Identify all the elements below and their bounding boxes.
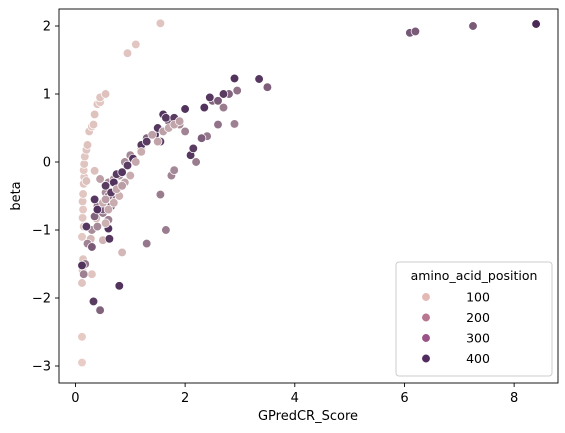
data-point [100, 194, 111, 205]
data-point [95, 305, 105, 315]
data-point [136, 147, 146, 157]
data-point [196, 133, 207, 143]
legend-label: 400 [466, 351, 490, 366]
legend-label: 300 [466, 331, 490, 346]
data-point [188, 143, 198, 154]
data-point [77, 332, 87, 342]
data-point [213, 119, 223, 130]
x-tick-label: 8 [510, 391, 518, 406]
data-point [410, 26, 421, 37]
data-point [161, 225, 171, 235]
y-tick-label: 0 [43, 156, 51, 171]
plot-frame [58, 8, 559, 384]
y-tick-label: 2 [43, 20, 51, 35]
data-point [218, 102, 229, 113]
data-point [92, 204, 103, 215]
data-point [191, 157, 201, 167]
legend-marker [421, 333, 431, 343]
data-point [117, 181, 127, 191]
data-point [89, 166, 100, 176]
data-point [205, 92, 215, 103]
data-point [125, 170, 135, 181]
data-point [77, 278, 87, 288]
data-point [109, 198, 119, 208]
x-axis-ticks: 0 2 4 6 8 [71, 383, 518, 406]
data-point [77, 357, 87, 368]
data-point [81, 176, 92, 186]
data-point [87, 242, 97, 252]
y-tick-label: −3 [32, 360, 51, 375]
data-point [100, 89, 111, 99]
data-point [100, 218, 111, 228]
x-tick-label: 0 [71, 391, 79, 406]
data-point [213, 96, 223, 106]
data-point [87, 269, 97, 279]
data-point [232, 85, 242, 96]
data-point [153, 136, 163, 147]
data-point [89, 194, 100, 205]
x-tick-label: 2 [181, 391, 189, 406]
data-point [169, 165, 179, 175]
data-point [78, 189, 88, 199]
x-tick-label: 4 [291, 391, 299, 406]
points-layer [77, 18, 541, 368]
data-point [82, 140, 93, 150]
data-point [180, 126, 190, 137]
data-point [147, 130, 157, 140]
data-point [95, 174, 105, 184]
x-tick-label: 6 [400, 391, 408, 406]
data-point [531, 19, 541, 29]
data-point [89, 109, 100, 120]
data-point [117, 167, 127, 177]
legend-label: 200 [466, 310, 490, 325]
data-point [114, 281, 124, 291]
data-point [92, 221, 103, 232]
legend-label: 100 [466, 290, 490, 305]
data-point [88, 296, 99, 307]
data-point [229, 73, 240, 84]
x-axis-label: GPredCR_Score [258, 409, 358, 424]
data-point [77, 232, 87, 242]
legend: amino_acid_position 100 200 300 400 [395, 261, 553, 377]
legend-frame [395, 261, 553, 377]
data-point [78, 204, 88, 215]
data-point [79, 269, 89, 279]
data-point [122, 48, 133, 58]
data-point [88, 119, 99, 130]
data-point [100, 181, 111, 191]
data-point [161, 113, 171, 123]
data-point [77, 260, 87, 271]
legend-marker [421, 312, 431, 323]
legend-title: amino_acid_position [411, 268, 538, 283]
data-point [77, 213, 88, 223]
data-point [142, 238, 152, 249]
data-point [104, 234, 115, 244]
data-point [103, 204, 114, 215]
data-point [468, 21, 478, 31]
data-point [254, 74, 264, 84]
y-tick-label: 1 [43, 88, 51, 103]
y-tick-label: −1 [32, 224, 51, 239]
data-point [117, 247, 127, 258]
legend-marker [421, 353, 431, 364]
data-point [155, 189, 166, 200]
y-tick-label: −2 [32, 292, 51, 307]
data-point [218, 89, 229, 99]
data-point [155, 18, 166, 28]
y-axis-ticks: −3 −2 −1 0 1 2 [32, 20, 59, 375]
data-point [81, 221, 92, 232]
data-point [131, 157, 141, 167]
legend-marker [421, 292, 431, 302]
data-point [131, 39, 141, 50]
data-point [262, 82, 273, 92]
data-point [199, 102, 209, 113]
data-point [174, 116, 185, 126]
data-point [180, 104, 190, 114]
data-point [142, 136, 152, 147]
data-point [229, 119, 240, 129]
y-axis-label: beta [9, 181, 24, 210]
data-point [122, 160, 133, 171]
